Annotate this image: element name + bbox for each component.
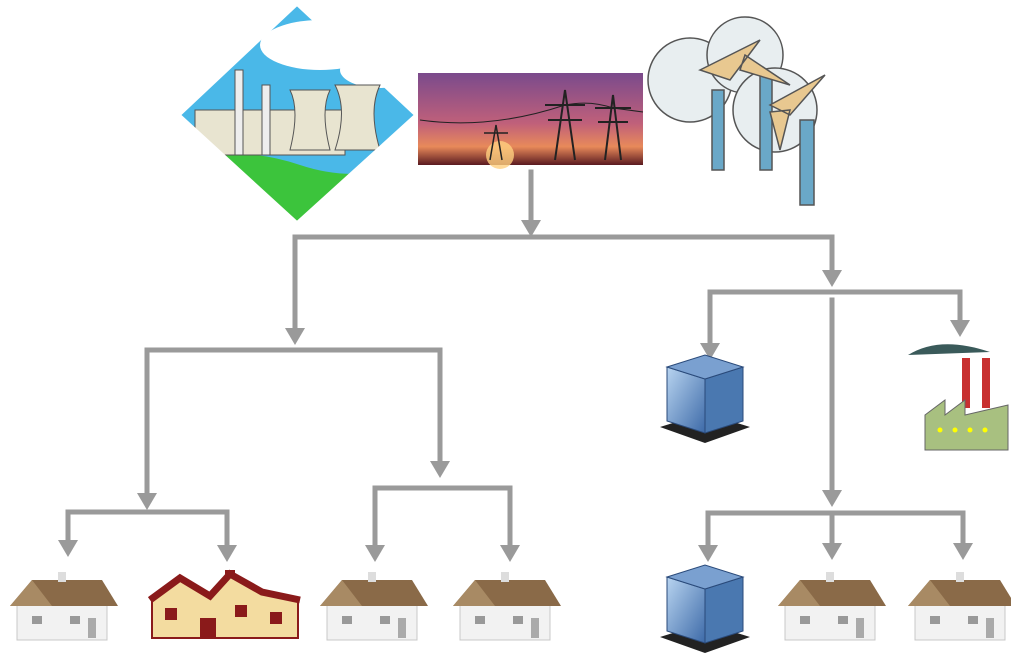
transmission-lines [418,73,643,169]
page: (() => { const data = JSON.parse(documen… [0,0,1011,659]
factory [908,344,1008,450]
office-building [660,565,750,653]
wind-turbines [648,17,825,205]
house [908,572,1011,640]
diagram [0,0,1011,659]
house [778,572,886,640]
house [453,572,561,640]
house [10,572,118,640]
power-plant [180,5,420,222]
townhouses [150,570,300,638]
house [320,572,428,640]
office-building [660,355,750,443]
wires [58,172,973,562]
